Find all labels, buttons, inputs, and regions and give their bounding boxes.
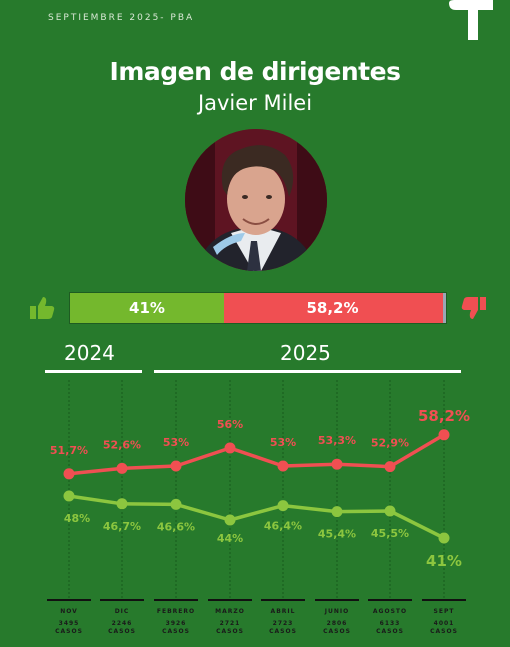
- approve-segment: 41%: [70, 293, 224, 323]
- cases-count: 3495: [59, 620, 80, 627]
- bar-remainder: [443, 293, 446, 323]
- cases-label: CASOS: [216, 628, 244, 635]
- disapprove-segment: 58,2%: [306, 299, 359, 317]
- brand-logo-icon: [449, 0, 493, 40]
- data-point: [170, 460, 182, 472]
- cases-label: CASOS: [323, 628, 351, 635]
- cases-label: CASOS: [269, 628, 297, 635]
- x-tick-label: NOV: [60, 608, 78, 615]
- cases-count: 2721: [220, 620, 241, 627]
- x-tick-label: JUNIO: [324, 608, 349, 615]
- cases-label: CASOS: [162, 628, 190, 635]
- x-tick-label: DIC: [115, 608, 130, 615]
- data-point: [438, 429, 450, 441]
- data-point: [438, 532, 450, 544]
- cases-label: CASOS: [376, 628, 404, 635]
- data-point: [384, 505, 396, 517]
- cases-count: 2246: [112, 620, 133, 627]
- data-label: 46,7%: [103, 520, 141, 533]
- data-label: 46,4%: [264, 520, 302, 533]
- data-point: [116, 462, 128, 474]
- data-label: 52,9%: [371, 437, 409, 450]
- x-tick-label: ABRIL: [271, 608, 296, 615]
- year-line-2024: [45, 370, 142, 373]
- data-point: [116, 498, 128, 510]
- data-label: 44%: [217, 532, 243, 545]
- data-label: 52,6%: [103, 438, 141, 451]
- series-line: [68, 433, 445, 476]
- cases-label: CASOS: [430, 628, 458, 635]
- cases-count: 3926: [166, 620, 187, 627]
- data-point: [63, 490, 75, 502]
- data-point: [384, 461, 396, 473]
- top-label: SEPTIEMBRE 2025- PBA: [48, 13, 195, 23]
- data-point: [170, 498, 182, 510]
- x-tick-label: FEBRERO: [157, 608, 195, 615]
- thumbs-down-icon: [461, 297, 486, 319]
- page-title: Imagen de dirigentes: [109, 57, 401, 86]
- year-label-2025: 2025: [280, 341, 331, 365]
- data-point: [277, 500, 289, 512]
- data-label: 53,3%: [318, 434, 356, 447]
- data-point: [277, 460, 289, 472]
- data-point: [224, 514, 236, 526]
- year-line-2025: [154, 370, 461, 373]
- series-line: [68, 494, 445, 540]
- data-label: 48%: [64, 512, 90, 525]
- cases-count: 4001: [434, 620, 455, 627]
- data-label: 41%: [426, 552, 462, 570]
- data-label: 45,5%: [371, 527, 409, 540]
- x-tick-label: SEPT: [434, 608, 455, 615]
- data-point: [331, 506, 343, 518]
- x-tick-label: MARZO: [215, 608, 245, 615]
- thumbs-up-icon: [30, 297, 55, 319]
- data-label: 45,4%: [318, 528, 356, 541]
- data-point: [63, 468, 75, 480]
- x-tick-label: AGOSTO: [373, 608, 407, 615]
- cases-count: 2806: [327, 620, 348, 627]
- cases-count: 2723: [273, 620, 294, 627]
- data-point: [331, 458, 343, 470]
- cases-label: CASOS: [108, 628, 136, 635]
- year-label-2024: 2024: [64, 341, 115, 365]
- data-point: [224, 442, 236, 454]
- data-label: 58,2%: [418, 407, 470, 425]
- data-label: 51,7%: [50, 444, 88, 457]
- approval-bar: 41% 58,2%: [69, 292, 447, 324]
- data-label: 53%: [270, 436, 296, 449]
- data-label: 56%: [217, 418, 243, 431]
- data-label: 46,6%: [157, 520, 195, 533]
- cases-label: CASOS: [55, 628, 83, 635]
- cases-count: 6133: [380, 620, 401, 627]
- data-label: 53%: [163, 436, 189, 449]
- page-subtitle: Javier Milei: [197, 91, 313, 115]
